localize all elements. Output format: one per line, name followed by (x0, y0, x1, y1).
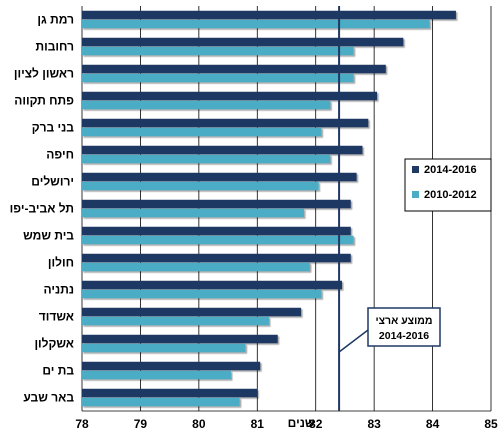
category-label: באר שבע (23, 391, 74, 405)
x-tick-label: 80 (192, 417, 206, 431)
bar-2010-2012-6 (82, 181, 319, 191)
x-tick-label: 78 (75, 417, 89, 431)
annotation-box (367, 307, 441, 347)
legend-box (404, 158, 492, 212)
category-label: אשדוד (39, 310, 74, 324)
x-axis-label: שנים (288, 416, 315, 430)
legend-swatch (412, 166, 419, 173)
category-label: תל אביב-יפו (10, 202, 74, 216)
x-tick-label: 83 (367, 417, 381, 431)
x-tick-label: 84 (426, 417, 440, 431)
bar-2010-2012-10 (82, 289, 322, 299)
bar-2010-2012-14 (82, 397, 240, 407)
bar-2014-2016-7 (82, 199, 351, 209)
category-label: ראשון לציון (14, 67, 74, 81)
reference-annotation: ממוצע ארצי 2014-2016 (338, 307, 441, 353)
bar-2014-2016-1 (82, 37, 404, 47)
x-tick-label: 82 (309, 417, 323, 431)
category-label: רמת גן (37, 13, 74, 27)
bar-2014-2016-9 (82, 253, 351, 263)
bar-2010-2012-13 (82, 370, 231, 380)
bar-2014-2016-11 (82, 307, 302, 317)
bar-2014-2016-6 (82, 172, 357, 182)
annotation-leader (338, 329, 369, 353)
category-label: נתניה (44, 283, 74, 297)
annotation-line1: ממוצע ארצי (376, 315, 433, 327)
category-labels: רמת גן רחובות ראשון לציון פתח תקווה בני ברק ח… (10, 13, 75, 405)
bar-2010-2012-3 (82, 100, 331, 110)
bar-2014-2016-2 (82, 64, 386, 74)
x-tick-label: 79 (134, 417, 148, 431)
bars (82, 10, 456, 407)
bar-2010-2012-12 (82, 343, 246, 353)
category-label: אשקלון (34, 337, 74, 351)
bar-2010-2012-8 (82, 235, 354, 245)
category-label: בת ים (42, 364, 74, 378)
bar-2010-2012-0 (82, 19, 430, 29)
category-label: רחובות (36, 40, 75, 54)
bar-2014-2016-4 (82, 118, 369, 128)
bar-2014-2016-3 (82, 91, 378, 101)
bar-2010-2012-9 (82, 262, 310, 272)
x-axis: 78 79 80 81 82 83 84 85 שנים (75, 410, 498, 431)
legend-label: 2014-2016 (424, 164, 477, 176)
category-label: פתח תקווה (14, 94, 74, 108)
bar-2014-2016-13 (82, 361, 261, 371)
bar-2014-2016-12 (82, 334, 278, 344)
bar-2014-2016-10 (82, 280, 343, 290)
category-label: בית שמש (23, 229, 74, 243)
category-label: בני ברק (32, 121, 75, 135)
bar-2010-2012-1 (82, 46, 354, 56)
legend-label: 2010-2012 (424, 189, 477, 201)
bar-2010-2012-4 (82, 127, 322, 137)
category-label: חיפה (46, 148, 74, 162)
annotation-line2: 2014-2016 (379, 330, 429, 342)
bar-2010-2012-7 (82, 208, 305, 218)
legend: 2014-2016 2010-2012 (404, 158, 492, 212)
x-tick-label: 81 (251, 417, 265, 431)
bar-2014-2016-0 (82, 10, 456, 20)
bar-2010-2012-11 (82, 316, 269, 326)
category-label: ירושלים (31, 175, 74, 189)
x-tick-label: 85 (484, 417, 498, 431)
legend-swatch (412, 191, 419, 198)
grid (81, 6, 492, 411)
bar-2010-2012-2 (82, 73, 354, 83)
category-label: חולון (48, 256, 74, 270)
bar-2014-2016-5 (82, 145, 363, 155)
bar-2014-2016-14 (82, 388, 258, 398)
bar-2014-2016-8 (82, 226, 351, 236)
bar-2010-2012-5 (82, 154, 331, 164)
